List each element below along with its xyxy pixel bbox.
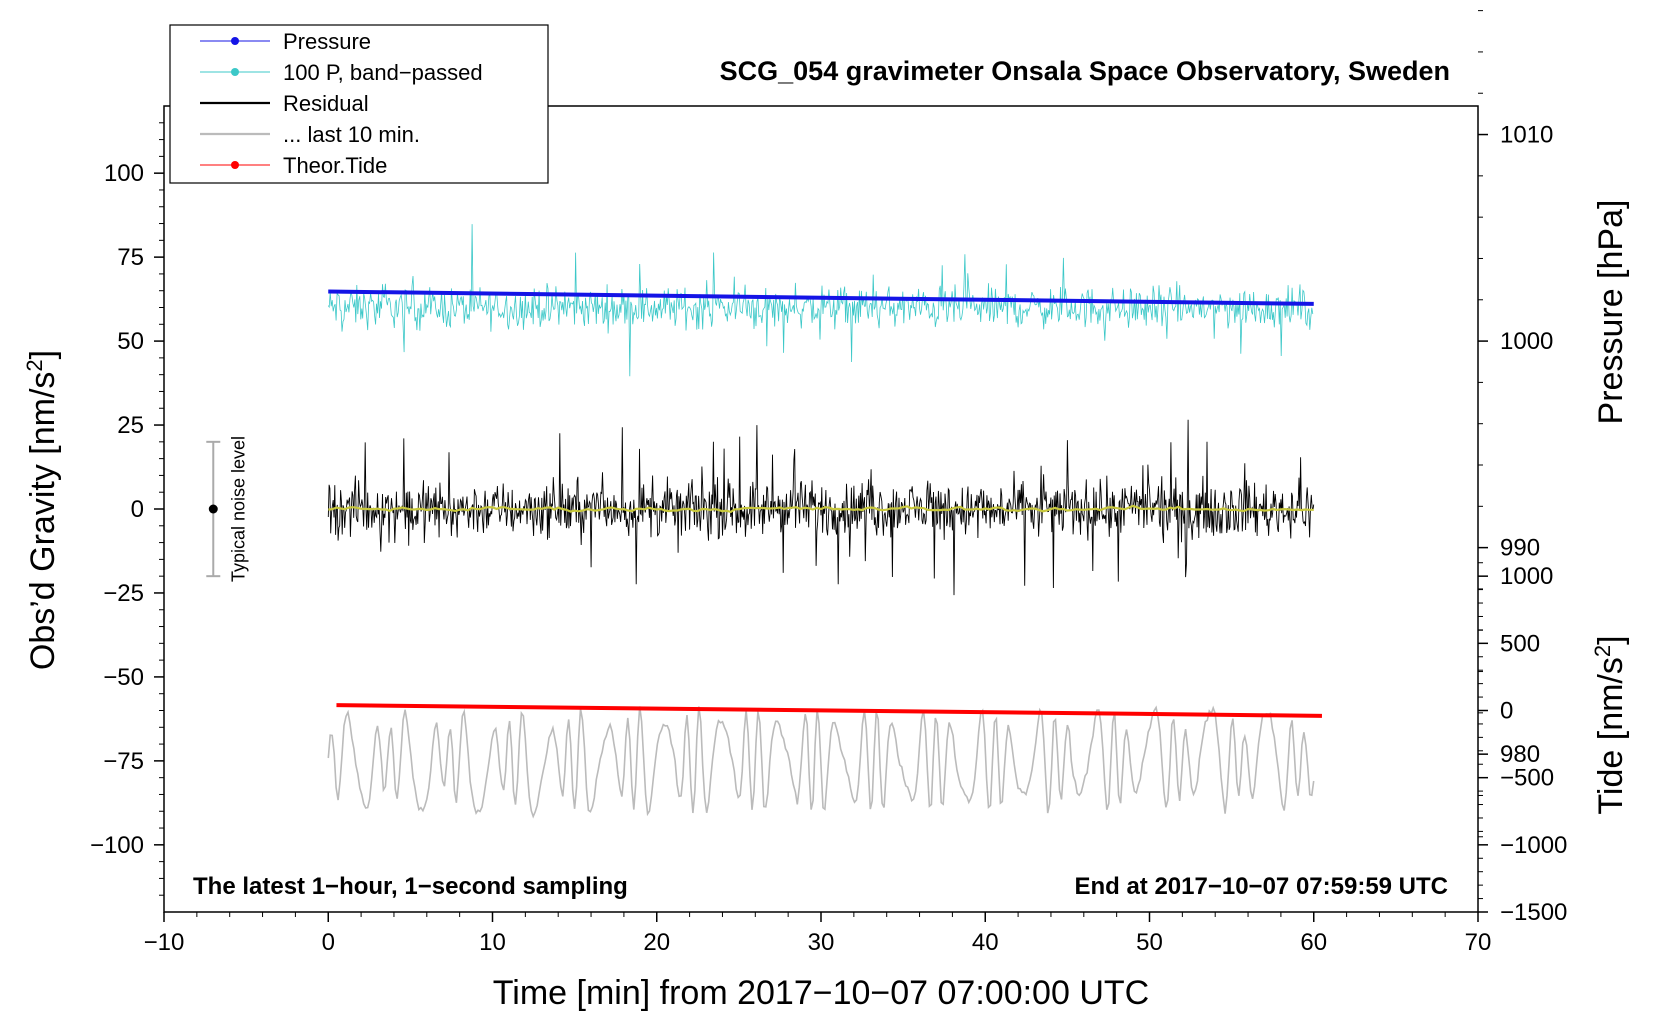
tide-tick-label: 1000 [1500, 563, 1553, 590]
x-tick-label: 50 [1136, 929, 1163, 956]
x-tick-label: 0 [322, 929, 335, 956]
y-axis-title-tide: Tide [nm/s2] [1590, 635, 1630, 814]
legend-label: ... last 10 min. [283, 122, 420, 147]
noise-dot [208, 504, 218, 514]
legend-label: Pressure [283, 29, 371, 54]
series-residual-smoothed [328, 504, 1314, 514]
x-axis-title: Time [min] from 2017−10−07 07:00:00 UTC [493, 974, 1149, 1012]
y-tick-label: 100 [104, 160, 144, 187]
footnote-right: End at 2017−10−07 07:59:59 UTC [1074, 873, 1448, 900]
legend-label: Residual [283, 91, 369, 116]
legend-marker [231, 161, 239, 169]
y-tick-label: 25 [117, 412, 144, 439]
x-tick-label: 70 [1465, 929, 1492, 956]
series-pressure [328, 289, 1314, 306]
legend-marker [231, 68, 239, 76]
tide-tick-label: −1500 [1500, 899, 1567, 926]
y-tick-label: 0 [131, 496, 144, 523]
y-axis-title-left: Obs’d Gravity [nm/s2] [22, 350, 62, 670]
y-tick-label: −25 [103, 580, 144, 607]
y-tick-label: 75 [117, 244, 144, 271]
tide-tick-label: 500 [1500, 630, 1540, 657]
y-axis-title-pressure: Pressure [hPa] [1592, 200, 1630, 425]
chart-title: SCG_054 gravimeter Onsala Space Observat… [720, 56, 1450, 86]
footnote-left: The latest 1−hour, 1−second sampling [193, 873, 628, 900]
y-tick-label: −100 [90, 832, 144, 859]
y-tick-label: −75 [103, 748, 144, 775]
pressure-tick-label: 990 [1500, 535, 1540, 562]
pressure-tick-label: 1010 [1500, 122, 1553, 149]
x-tick-label: 40 [972, 929, 999, 956]
tide-tick-label: −500 [1500, 765, 1554, 792]
x-tick-label: 30 [808, 929, 835, 956]
series-100-p-band-passed [327, 224, 1314, 377]
noise-level-indicator: Typical noise level [206, 436, 248, 582]
pressure-tick-label: 980 [1500, 741, 1540, 768]
x-tick-label: −10 [144, 929, 185, 956]
y-tick-label: −50 [103, 664, 144, 691]
x-tick-label: 10 [479, 929, 506, 956]
y-tick-label: 50 [117, 328, 144, 355]
x-tick-label: 60 [1300, 929, 1327, 956]
series-residual [327, 419, 1315, 596]
legend: Pressure 100 P, band−passed Residual ... la… [169, 24, 549, 184]
x-tick-label: 20 [643, 929, 670, 956]
noise-label: Typical noise level [228, 436, 248, 582]
series-theor-tide [336, 703, 1322, 718]
legend-label: 100 P, band−passed [283, 60, 483, 85]
tide-tick-label: 0 [1500, 698, 1513, 725]
tide-tick-label: −1000 [1500, 832, 1567, 859]
pressure-tick-label: 1000 [1500, 328, 1553, 355]
series-last-10-min [327, 705, 1315, 819]
legend-label: Theor.Tide [283, 153, 387, 178]
legend-marker [231, 37, 239, 45]
